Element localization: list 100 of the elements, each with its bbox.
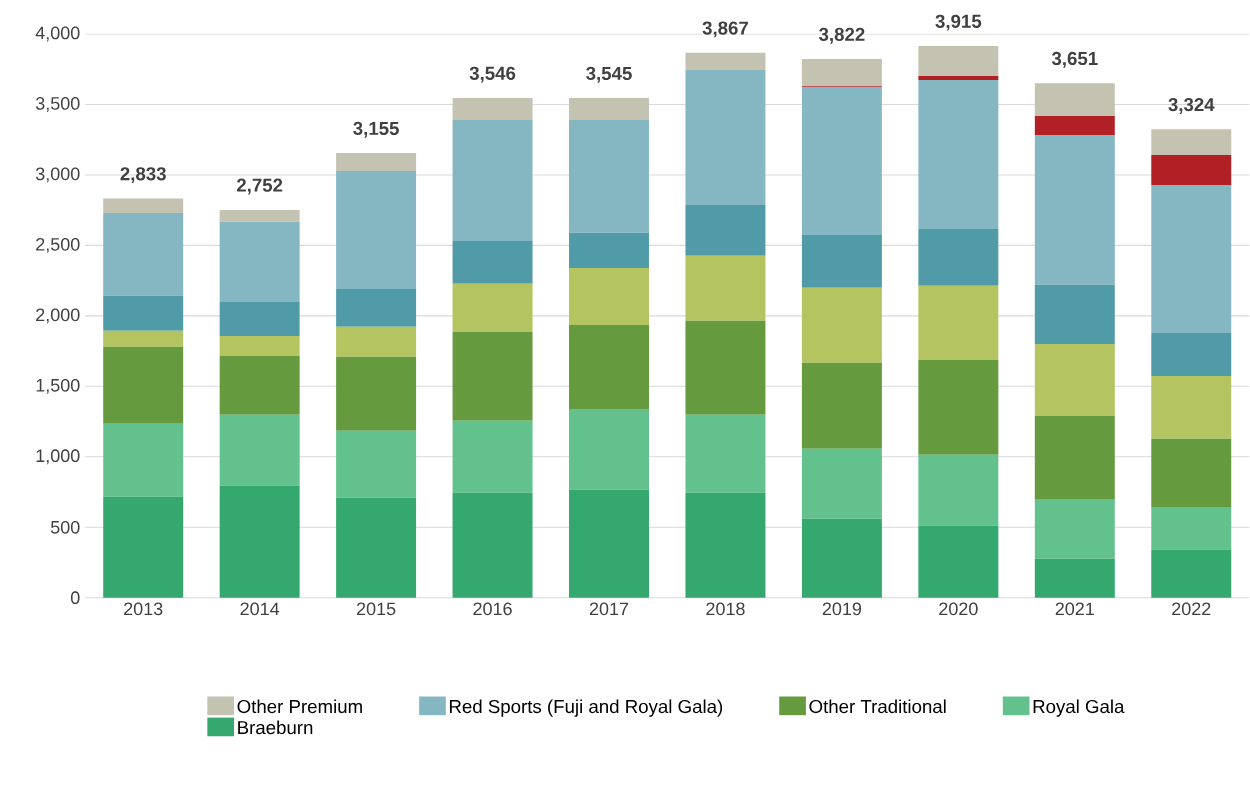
bar [1151, 376, 1232, 439]
bar [918, 80, 999, 230]
bar [1034, 499, 1115, 559]
bar [452, 284, 533, 332]
bar [569, 325, 649, 411]
bar [1151, 507, 1232, 550]
bar [219, 414, 300, 487]
y-tick-label: 1,500 [36, 379, 80, 394]
bar [685, 414, 766, 493]
bar [569, 233, 649, 269]
legend-label: Braeburn [238, 720, 313, 735]
bar [685, 255, 766, 321]
bar [918, 525, 999, 598]
bar [685, 70, 766, 206]
bar [336, 431, 417, 498]
y-tick-label: 2,000 [36, 308, 80, 324]
bar [685, 52, 766, 71]
bar [103, 296, 184, 331]
bar [1034, 344, 1115, 416]
bar [801, 362, 882, 449]
bar [336, 357, 417, 432]
bar [336, 327, 417, 358]
x-tick-label: 2016 [473, 602, 512, 616]
bar [219, 486, 300, 598]
y-tick-label: 0 [70, 591, 80, 605]
bar [1151, 129, 1232, 156]
bar [452, 331, 533, 422]
bar [569, 120, 649, 234]
y-tick-label: 2,500 [36, 238, 80, 253]
bar [219, 210, 300, 223]
bar [103, 497, 184, 598]
legend-label: Other Premium [237, 699, 362, 714]
y-tick-label: 4,000 [35, 26, 80, 42]
bar [103, 198, 184, 214]
x-tick-label: 2013 [124, 602, 163, 616]
x-tick-label: 2014 [240, 602, 280, 616]
bar [1151, 185, 1232, 334]
bar [918, 46, 999, 77]
bar [801, 518, 882, 598]
bar [685, 320, 766, 415]
total-label: 3,546 [469, 66, 516, 83]
bar [103, 330, 184, 348]
bar [1151, 550, 1232, 598]
bar [103, 213, 184, 297]
bar [336, 497, 417, 598]
bar [336, 153, 417, 172]
total-label: 3,545 [586, 66, 632, 83]
total-label: 3,867 [702, 21, 748, 38]
x-tick-label: 2019 [822, 602, 862, 616]
bar [452, 120, 533, 242]
bar [1034, 415, 1115, 500]
bar [1151, 155, 1232, 186]
bar [1151, 438, 1232, 508]
x-tick-label: 2021 [1055, 602, 1094, 616]
bar [336, 171, 417, 290]
y-tick-label: 500 [50, 521, 80, 534]
bar [219, 356, 300, 415]
bar [918, 286, 999, 361]
bar [1151, 333, 1232, 377]
bar [1034, 116, 1115, 136]
bar [219, 222, 300, 303]
bar [1034, 135, 1115, 286]
bar [918, 76, 999, 81]
bar [801, 87, 882, 236]
bar [1034, 83, 1115, 117]
x-tick-label: 2017 [589, 602, 629, 616]
bar [685, 205, 766, 256]
bar [801, 287, 882, 363]
x-tick-label: 2022 [1172, 602, 1211, 616]
legend-label: Other Traditional [809, 699, 946, 714]
y-tick-label: 3,000 [35, 167, 80, 183]
bar [918, 229, 999, 287]
bar [685, 492, 766, 598]
bar [103, 347, 184, 424]
total-label: 3,155 [353, 121, 399, 138]
legend-label: Red Sports (Fuji and Royal Gala) [449, 699, 723, 717]
total-label: 3,324 [1168, 98, 1215, 115]
x-tick-label: 2015 [356, 602, 396, 616]
total-label: 3,822 [818, 27, 865, 44]
bar [918, 360, 999, 455]
bar [569, 489, 649, 598]
legend-label: Royal Gala [1033, 699, 1125, 717]
bar [452, 98, 533, 121]
bar [569, 98, 649, 121]
total-label: 3,915 [935, 14, 982, 31]
bar [219, 336, 300, 357]
bar [452, 241, 533, 285]
x-tick-label: 2020 [939, 602, 978, 616]
y-tick-label: 1,000 [36, 449, 80, 465]
bar [219, 302, 300, 337]
total-label: 3,651 [1051, 52, 1098, 68]
bar [569, 410, 649, 490]
bar [452, 421, 533, 493]
bar [569, 268, 649, 326]
bar [801, 235, 882, 288]
bar [103, 424, 184, 497]
total-label: 2,833 [120, 167, 166, 184]
y-tick-label: 3,500 [35, 97, 80, 113]
bar [1034, 558, 1115, 598]
bar [1034, 285, 1115, 345]
